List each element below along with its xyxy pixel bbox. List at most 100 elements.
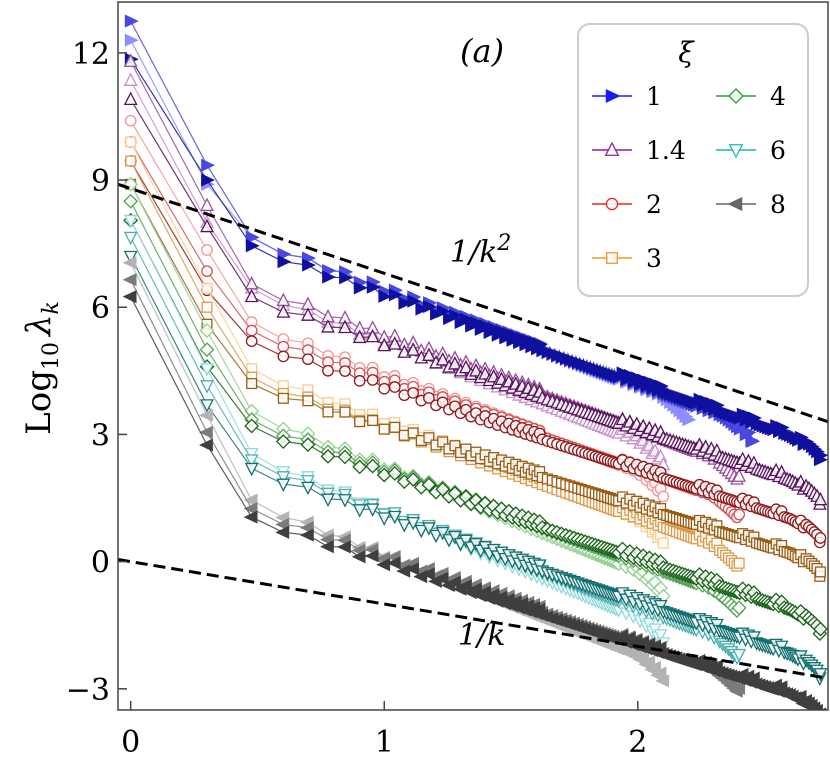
reference-lines — [118, 182, 828, 680]
data-point — [388, 381, 401, 393]
data-point — [322, 364, 334, 377]
data-point — [813, 668, 828, 682]
data-point — [275, 517, 290, 532]
data-point — [459, 359, 473, 374]
data-point — [123, 91, 138, 106]
data-point — [338, 494, 352, 508]
x-tick-label: 0 — [121, 725, 140, 760]
data-point — [125, 136, 137, 148]
data-point — [123, 193, 139, 209]
data-point — [732, 468, 747, 482]
data-point — [244, 288, 259, 303]
legend-swatch-marker — [727, 197, 743, 211]
legend-label: 3 — [646, 244, 662, 273]
y-axis-label: Log10λk — [19, 301, 64, 435]
data-point — [302, 395, 314, 407]
data-point — [244, 454, 259, 468]
data-point — [657, 490, 670, 503]
data-point — [198, 425, 213, 439]
data-point — [200, 399, 214, 413]
data-point — [339, 406, 351, 418]
legend-swatch-marker — [604, 141, 620, 156]
data-point — [201, 301, 213, 313]
data-point — [122, 256, 137, 270]
data-point — [813, 491, 828, 506]
legend-label: 4 — [770, 82, 786, 111]
data-point — [200, 380, 214, 394]
data-point — [446, 575, 461, 589]
legend-swatch-marker — [728, 144, 744, 159]
data-point — [421, 522, 436, 536]
data-point — [201, 282, 213, 294]
legend-swatch-marker — [605, 89, 621, 103]
reference-line — [118, 182, 828, 424]
data-point — [339, 271, 353, 285]
legend-swatch-marker — [606, 252, 618, 264]
legend-items: 1 1.4 2 3 4 6 8 — [592, 82, 786, 273]
data-point — [122, 273, 137, 287]
data-point — [124, 14, 139, 28]
legend-label: 1.4 — [646, 136, 686, 165]
data-point — [421, 477, 437, 493]
data-point — [378, 289, 393, 303]
data-point — [810, 703, 823, 710]
reference-line — [118, 558, 828, 680]
data-point — [733, 508, 746, 521]
data-point — [652, 666, 667, 680]
data-point — [123, 231, 138, 246]
data-point — [398, 296, 413, 310]
data-point — [276, 478, 291, 492]
data-point — [731, 600, 747, 616]
data-point — [277, 340, 290, 353]
data-point — [655, 674, 670, 688]
data-point — [245, 324, 258, 337]
data-point — [353, 281, 368, 295]
data-point — [387, 510, 402, 525]
data-point — [387, 465, 403, 481]
data-point — [123, 53, 138, 67]
data-point — [423, 432, 435, 444]
legend-label: 1 — [646, 82, 662, 111]
data-point — [457, 579, 472, 593]
y-tick-label: 6 — [91, 291, 110, 326]
data-point — [124, 33, 139, 47]
data-point — [200, 197, 214, 212]
data-point — [423, 299, 437, 314]
data-point — [653, 629, 668, 643]
data-point — [397, 519, 412, 533]
data-point — [437, 436, 449, 448]
data-point — [321, 319, 335, 333]
legend-label: 8 — [770, 190, 786, 219]
data-point — [301, 481, 315, 496]
data-point — [378, 423, 390, 435]
ref-line-label-inv-k: 1/k — [458, 618, 505, 653]
legend-label: 6 — [770, 136, 786, 165]
data-point — [354, 416, 366, 428]
data-point — [459, 534, 473, 549]
data-point — [386, 556, 401, 570]
data-point — [321, 493, 335, 507]
data-point — [300, 437, 316, 453]
data-point — [641, 655, 656, 669]
data-point — [423, 392, 435, 404]
data-point — [364, 549, 379, 563]
data-point — [647, 660, 661, 674]
data-point — [351, 550, 366, 564]
data-point — [320, 448, 336, 464]
data-point — [435, 352, 450, 366]
data-point — [434, 571, 449, 585]
data-point — [201, 265, 213, 278]
data-point — [245, 239, 260, 253]
data-point — [198, 408, 213, 422]
data-point — [336, 540, 351, 554]
data-point — [276, 292, 291, 307]
data-point — [378, 382, 391, 395]
data-point — [301, 475, 315, 489]
data-point — [244, 462, 259, 477]
data-point — [123, 250, 138, 265]
plot-frame — [117, 1, 829, 711]
data-point — [243, 502, 258, 516]
data-point — [376, 558, 391, 572]
data-point — [435, 526, 450, 541]
